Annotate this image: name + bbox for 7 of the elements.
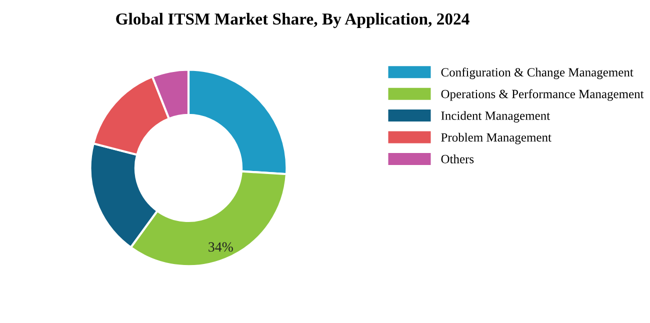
chart-title: Global ITSM Market Share, By Application, 2024 (116, 12, 470, 28)
data-label: 34% (208, 242, 233, 252)
legend-label: Operations & Performance Management (441, 89, 644, 101)
legend-label: Problem Management (441, 132, 552, 144)
legend-label: Configuration & Change Management (441, 68, 634, 80)
legend-label: Others (441, 154, 474, 164)
legend-label: Incident Management (441, 111, 550, 122)
